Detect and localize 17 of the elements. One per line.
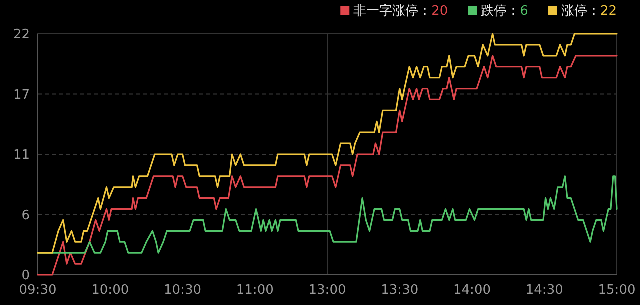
x-tick-label: 14:00 [454,283,491,298]
y-tick-label: 6 [22,208,30,224]
legend-label: 涨停：22 [561,4,617,19]
y-tick-label: 11 [13,148,30,163]
x-tick-label: 14:30 [526,283,564,298]
x-tick-label: 11:00 [236,283,274,298]
x-tick-label: 09:30 [19,283,57,298]
x-tick-label: 10:30 [164,283,202,298]
y-tick-label: 17 [13,88,30,103]
legend-label: 跌停：6 [481,4,528,19]
x-tick-label: 10:00 [92,283,130,298]
y-tick-label: 0 [22,268,30,284]
x-tick-label: 13:30 [381,283,419,298]
x-tick-label: 15:00 [598,283,636,298]
x-tick-label: 13:00 [308,283,346,298]
y-tick-label: 22 [13,28,30,42]
legend-label: 非一字涨停：20 [354,3,448,19]
